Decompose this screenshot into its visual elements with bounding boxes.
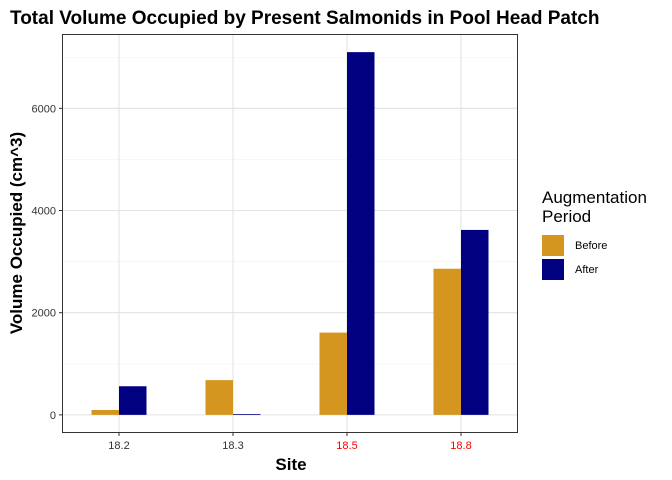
bar-before-18.5 — [319, 332, 347, 415]
legend-swatch-after — [542, 259, 564, 280]
x-tick-label: 18.8 — [450, 440, 471, 452]
bar-after-18.3 — [233, 414, 261, 415]
x-axis: 18.2 18.3 18.5 18.8 — [108, 433, 472, 452]
bar-after-18.8 — [461, 229, 489, 415]
y-axis-title: Volume Occupied (cm^3) — [7, 132, 26, 334]
legend-label-before: Before — [575, 240, 607, 252]
legend-label-after: After — [575, 264, 599, 276]
bar-after-18.2 — [119, 386, 147, 415]
x-axis-title: Site — [275, 455, 306, 474]
bar-before-18.2 — [91, 410, 119, 415]
legend: Augmentation Period Before After — [542, 188, 652, 280]
bars — [91, 52, 489, 415]
plot-area — [62, 34, 518, 433]
y-axis: 0 2000 4000 6000 — [32, 103, 62, 422]
legend-swatch-before — [542, 235, 564, 256]
legend-title: Augmentation Period — [542, 188, 652, 226]
bar-before-18.8 — [433, 268, 461, 415]
plot-border — [62, 34, 518, 433]
legend-items: Before After — [542, 235, 607, 280]
y-tick-label: 0 — [50, 410, 56, 422]
y-tick-label: 4000 — [32, 206, 56, 218]
legend-title-line-2: Period — [542, 207, 591, 226]
x-tick-label: 18.5 — [336, 440, 357, 452]
bar-after-18.5 — [347, 52, 375, 415]
bar-before-18.3 — [205, 380, 233, 415]
y-tick-label: 6000 — [32, 103, 56, 115]
x-tick-label: 18.2 — [108, 440, 129, 452]
x-tick-label: 18.3 — [222, 440, 243, 452]
chart-title: Total Volume Occupied by Present Salmoni… — [10, 8, 599, 29]
y-tick-label: 2000 — [32, 308, 56, 320]
legend-title-line-1: Augmentation — [542, 188, 647, 207]
